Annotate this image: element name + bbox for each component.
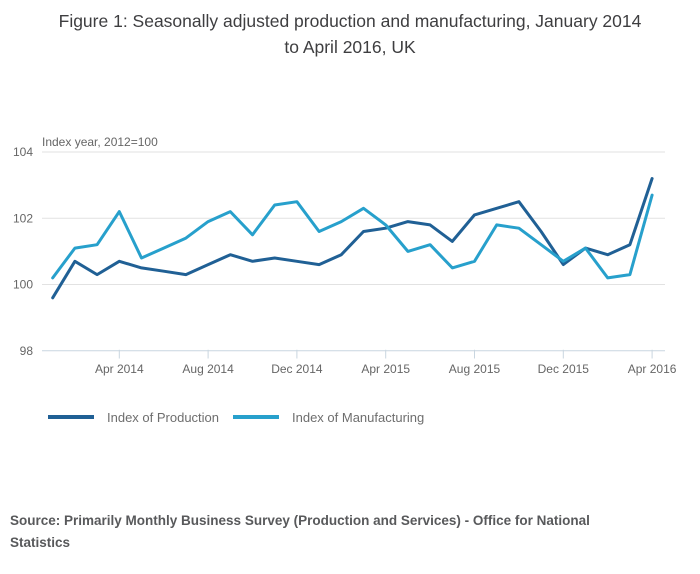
legend-item-manufacturing: Index of Manufacturing (233, 404, 424, 430)
y-axis-unit-label: Index year, 2012=100 (42, 135, 158, 149)
manufacturing-legend-label: Index of Manufacturing (292, 409, 425, 425)
x-tick-label: Aug 2015 (449, 362, 501, 376)
source-note: Source: Primarily Monthly Business Surve… (10, 513, 590, 550)
x-tick-label: Aug 2014 (182, 362, 234, 376)
x-tick-label: Dec 2014 (271, 362, 323, 376)
y-tick-label: 100 (13, 278, 33, 292)
production-legend-label: Index of Production (107, 409, 220, 425)
x-tick-label: Apr 2016 (628, 362, 677, 376)
line-chart: 104 102 100 98 Index year, 2012=100 Apr 2014 A… (0, 130, 700, 385)
legend-item-production: Index of Production (48, 404, 219, 430)
figure-title: Figure 1: Seasonally adjusted production… (58, 11, 642, 58)
x-tick-label: Dec 2015 (538, 362, 590, 376)
y-tick-label: 104 (13, 145, 33, 159)
production-line-swatch (48, 415, 94, 419)
y-tick-label: 102 (13, 211, 33, 225)
x-tick-label: Apr 2014 (95, 362, 144, 376)
x-tick-label: Apr 2015 (361, 362, 410, 376)
manufacturing-line (51, 193, 654, 280)
production-line (51, 177, 654, 300)
manufacturing-line-swatch (233, 415, 279, 419)
chart-legend: Index of Production Index of Manufacturi… (0, 404, 700, 430)
chart-canvas: 104 102 100 98 Index year, 2012=100 Apr 2014 A… (13, 135, 677, 376)
y-tick-label: 98 (20, 344, 34, 358)
